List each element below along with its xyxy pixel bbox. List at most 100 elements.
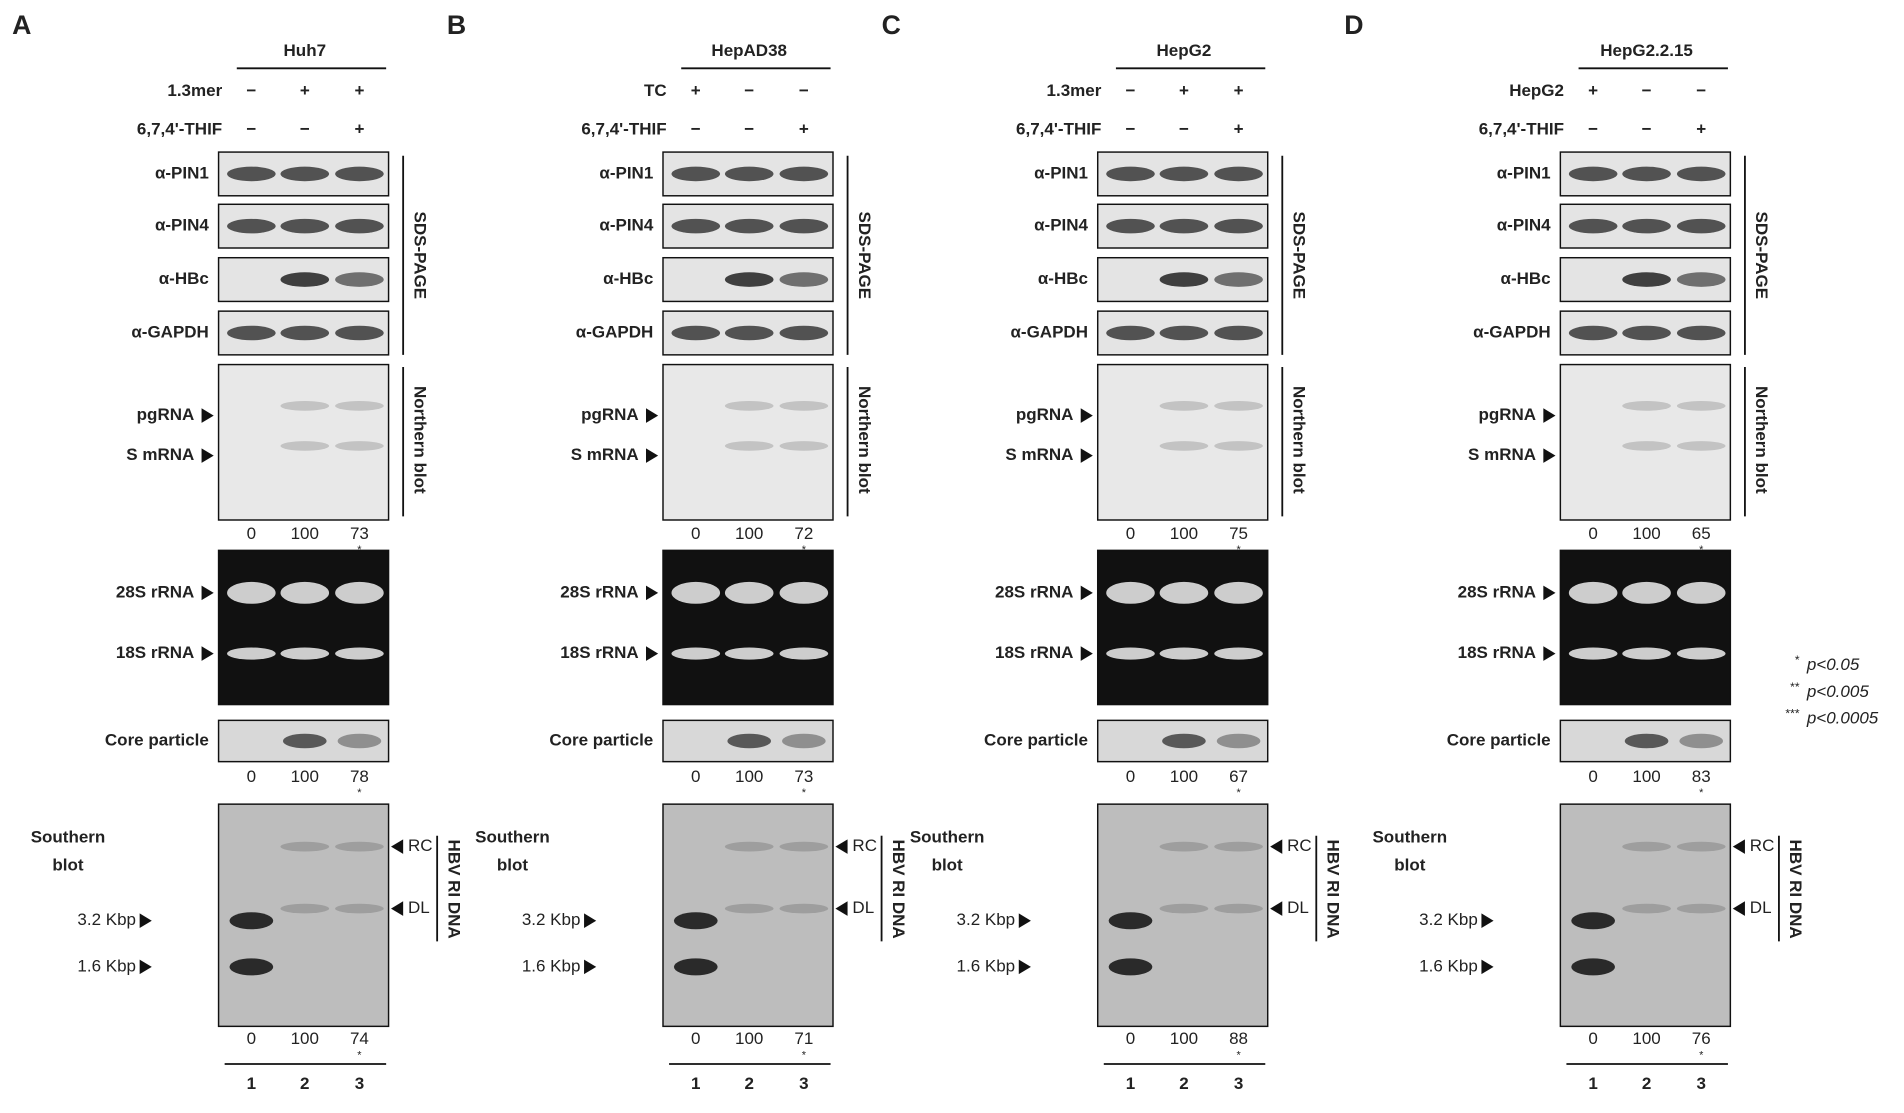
band — [1216, 733, 1261, 749]
band — [1162, 733, 1206, 749]
blot-image — [662, 363, 834, 521]
band — [280, 581, 330, 604]
treatment-sign: + — [691, 81, 701, 100]
band — [779, 647, 829, 660]
arrow — [1732, 901, 1745, 916]
band-label: 28S rRNA — [995, 582, 1073, 601]
band — [724, 218, 774, 234]
marker-label: 3.2 Kbp — [1419, 910, 1478, 929]
quantification: 67 — [1229, 767, 1248, 786]
band — [1676, 218, 1726, 234]
treatment-label: 6,7,4'-THIF — [1479, 120, 1564, 139]
band-label: 28S rRNA — [116, 582, 194, 601]
blot-image — [1096, 363, 1269, 521]
band — [1214, 841, 1263, 852]
blot-image — [1559, 363, 1732, 521]
marker-label: 3.2 Kbp — [77, 910, 136, 929]
band — [724, 401, 774, 411]
band-label: S mRNA — [571, 445, 639, 464]
method-label: Northern blot — [410, 386, 429, 494]
lane-number: 1 — [691, 1074, 700, 1093]
treatment-sign: − — [1126, 120, 1136, 139]
arrow — [139, 959, 152, 975]
treatment-sign: − — [300, 120, 310, 139]
band — [229, 958, 274, 976]
band-label: 18S rRNA — [995, 643, 1073, 662]
band — [335, 903, 384, 914]
blot-label: α-HBc — [1038, 269, 1088, 288]
arrow — [1732, 839, 1745, 854]
band — [335, 581, 384, 604]
band — [671, 166, 721, 182]
treatment-sign: + — [354, 81, 364, 100]
band — [280, 841, 330, 852]
band — [1214, 166, 1263, 182]
band — [335, 218, 384, 234]
cell-line: HepG2.2.15 — [1600, 41, 1693, 60]
band — [1214, 581, 1263, 604]
band — [779, 903, 829, 914]
blot-title: blot — [497, 856, 528, 875]
band — [1159, 841, 1209, 852]
band-label: 18S rRNA — [116, 643, 194, 662]
band — [1108, 958, 1153, 976]
panel-letter: B — [447, 10, 466, 40]
method-label: Northern blot — [1752, 386, 1771, 494]
panel: A Huh7 1.3mer − + +6,7,4'-THIF − − + α-PIN1 α-PIN4… — [12, 10, 463, 1093]
band — [724, 166, 774, 182]
blot-title: blot — [1394, 856, 1425, 875]
arrow — [584, 913, 597, 928]
quantification: 100 — [1170, 767, 1198, 786]
band-label: 18S rRNA — [1458, 643, 1536, 662]
lane-number: 3 — [799, 1074, 808, 1093]
band — [335, 272, 384, 287]
quantification: 0 — [1588, 1029, 1597, 1048]
band — [227, 218, 276, 234]
band — [1622, 218, 1671, 234]
band — [1571, 958, 1615, 976]
method-label: HBV RI DNA — [444, 840, 463, 939]
quantification: 0 — [1588, 767, 1597, 786]
legend-text: p<0.005 — [1806, 682, 1869, 701]
blot-label: α-GAPDH — [131, 322, 209, 341]
form-label: DL — [408, 898, 430, 917]
quantification: 65 — [1692, 524, 1711, 543]
band-label: 18S rRNA — [560, 643, 638, 662]
treatment-sign: − — [1126, 81, 1136, 100]
blot-title: blot — [932, 856, 963, 875]
method-label: Northern blot — [1290, 386, 1309, 494]
band — [1622, 272, 1671, 287]
band — [1159, 581, 1209, 604]
quantification: 100 — [1632, 524, 1660, 543]
legend-mark: *** — [1785, 706, 1799, 720]
band — [724, 581, 774, 604]
form-label: RC — [1287, 836, 1312, 855]
band — [1676, 841, 1726, 852]
cell-line: HepG2 — [1157, 41, 1212, 60]
method-label: HBV RI DNA — [1786, 840, 1805, 939]
quantification: 0 — [691, 524, 700, 543]
quantification: 74 — [350, 1029, 369, 1048]
blot-label: α-PIN1 — [1497, 163, 1551, 182]
arrow — [1543, 646, 1556, 661]
quantification: 0 — [1126, 1029, 1135, 1048]
quantification: 73 — [794, 767, 813, 786]
quantification: 0 — [691, 767, 700, 786]
quantification: 72 — [794, 524, 813, 543]
band — [779, 581, 829, 604]
band — [1106, 581, 1155, 604]
marker-label: 1.6 Kbp — [522, 956, 581, 975]
band — [1214, 401, 1263, 411]
method-label: Northern blot — [855, 386, 874, 494]
blot-label: α-HBc — [1501, 269, 1551, 288]
lane-number: 1 — [247, 1074, 256, 1093]
band-label: S mRNA — [1005, 445, 1073, 464]
blot-title: blot — [52, 856, 83, 875]
lane-number: 1 — [1126, 1074, 1135, 1093]
quantification: 0 — [247, 767, 256, 786]
treatment-sign: − — [246, 81, 256, 100]
method-label: SDS-PAGE — [410, 212, 429, 300]
band — [724, 272, 774, 287]
treatment-sign: − — [246, 120, 256, 139]
